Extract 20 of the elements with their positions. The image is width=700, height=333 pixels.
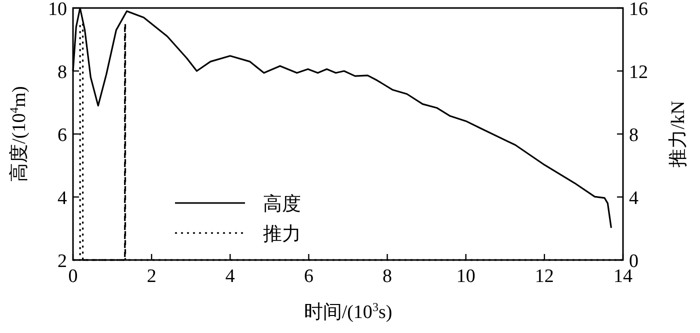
y2-tick-label: 8 (629, 125, 638, 146)
x-tick-label: 4 (225, 266, 236, 287)
x-tick-label: 2 (146, 266, 156, 287)
x-tick-label: 6 (304, 266, 314, 287)
x-tick-label: 0 (68, 266, 78, 287)
y2-tick-label: 12 (629, 62, 648, 83)
x-tick-label: 10 (456, 266, 476, 287)
y-tick-label: 10 (48, 0, 67, 20)
x-tick-label: 12 (534, 266, 554, 287)
legend-label: 高度 (263, 193, 301, 215)
y-tick-label: 4 (58, 188, 68, 209)
y-tick-label: 6 (58, 125, 67, 146)
y2-tick-label: 16 (629, 0, 648, 20)
y-tick-label: 2 (58, 251, 67, 272)
y2-tick-label: 4 (629, 188, 639, 209)
x-axis-title: 时间/(10$^{3}$s) (304, 300, 392, 323)
legend-label: 推力 (263, 224, 301, 245)
x-tick-label: 8 (382, 266, 392, 287)
y-tick-label: 8 (58, 62, 67, 83)
y2-axis-title: 推力/kN (668, 100, 689, 168)
